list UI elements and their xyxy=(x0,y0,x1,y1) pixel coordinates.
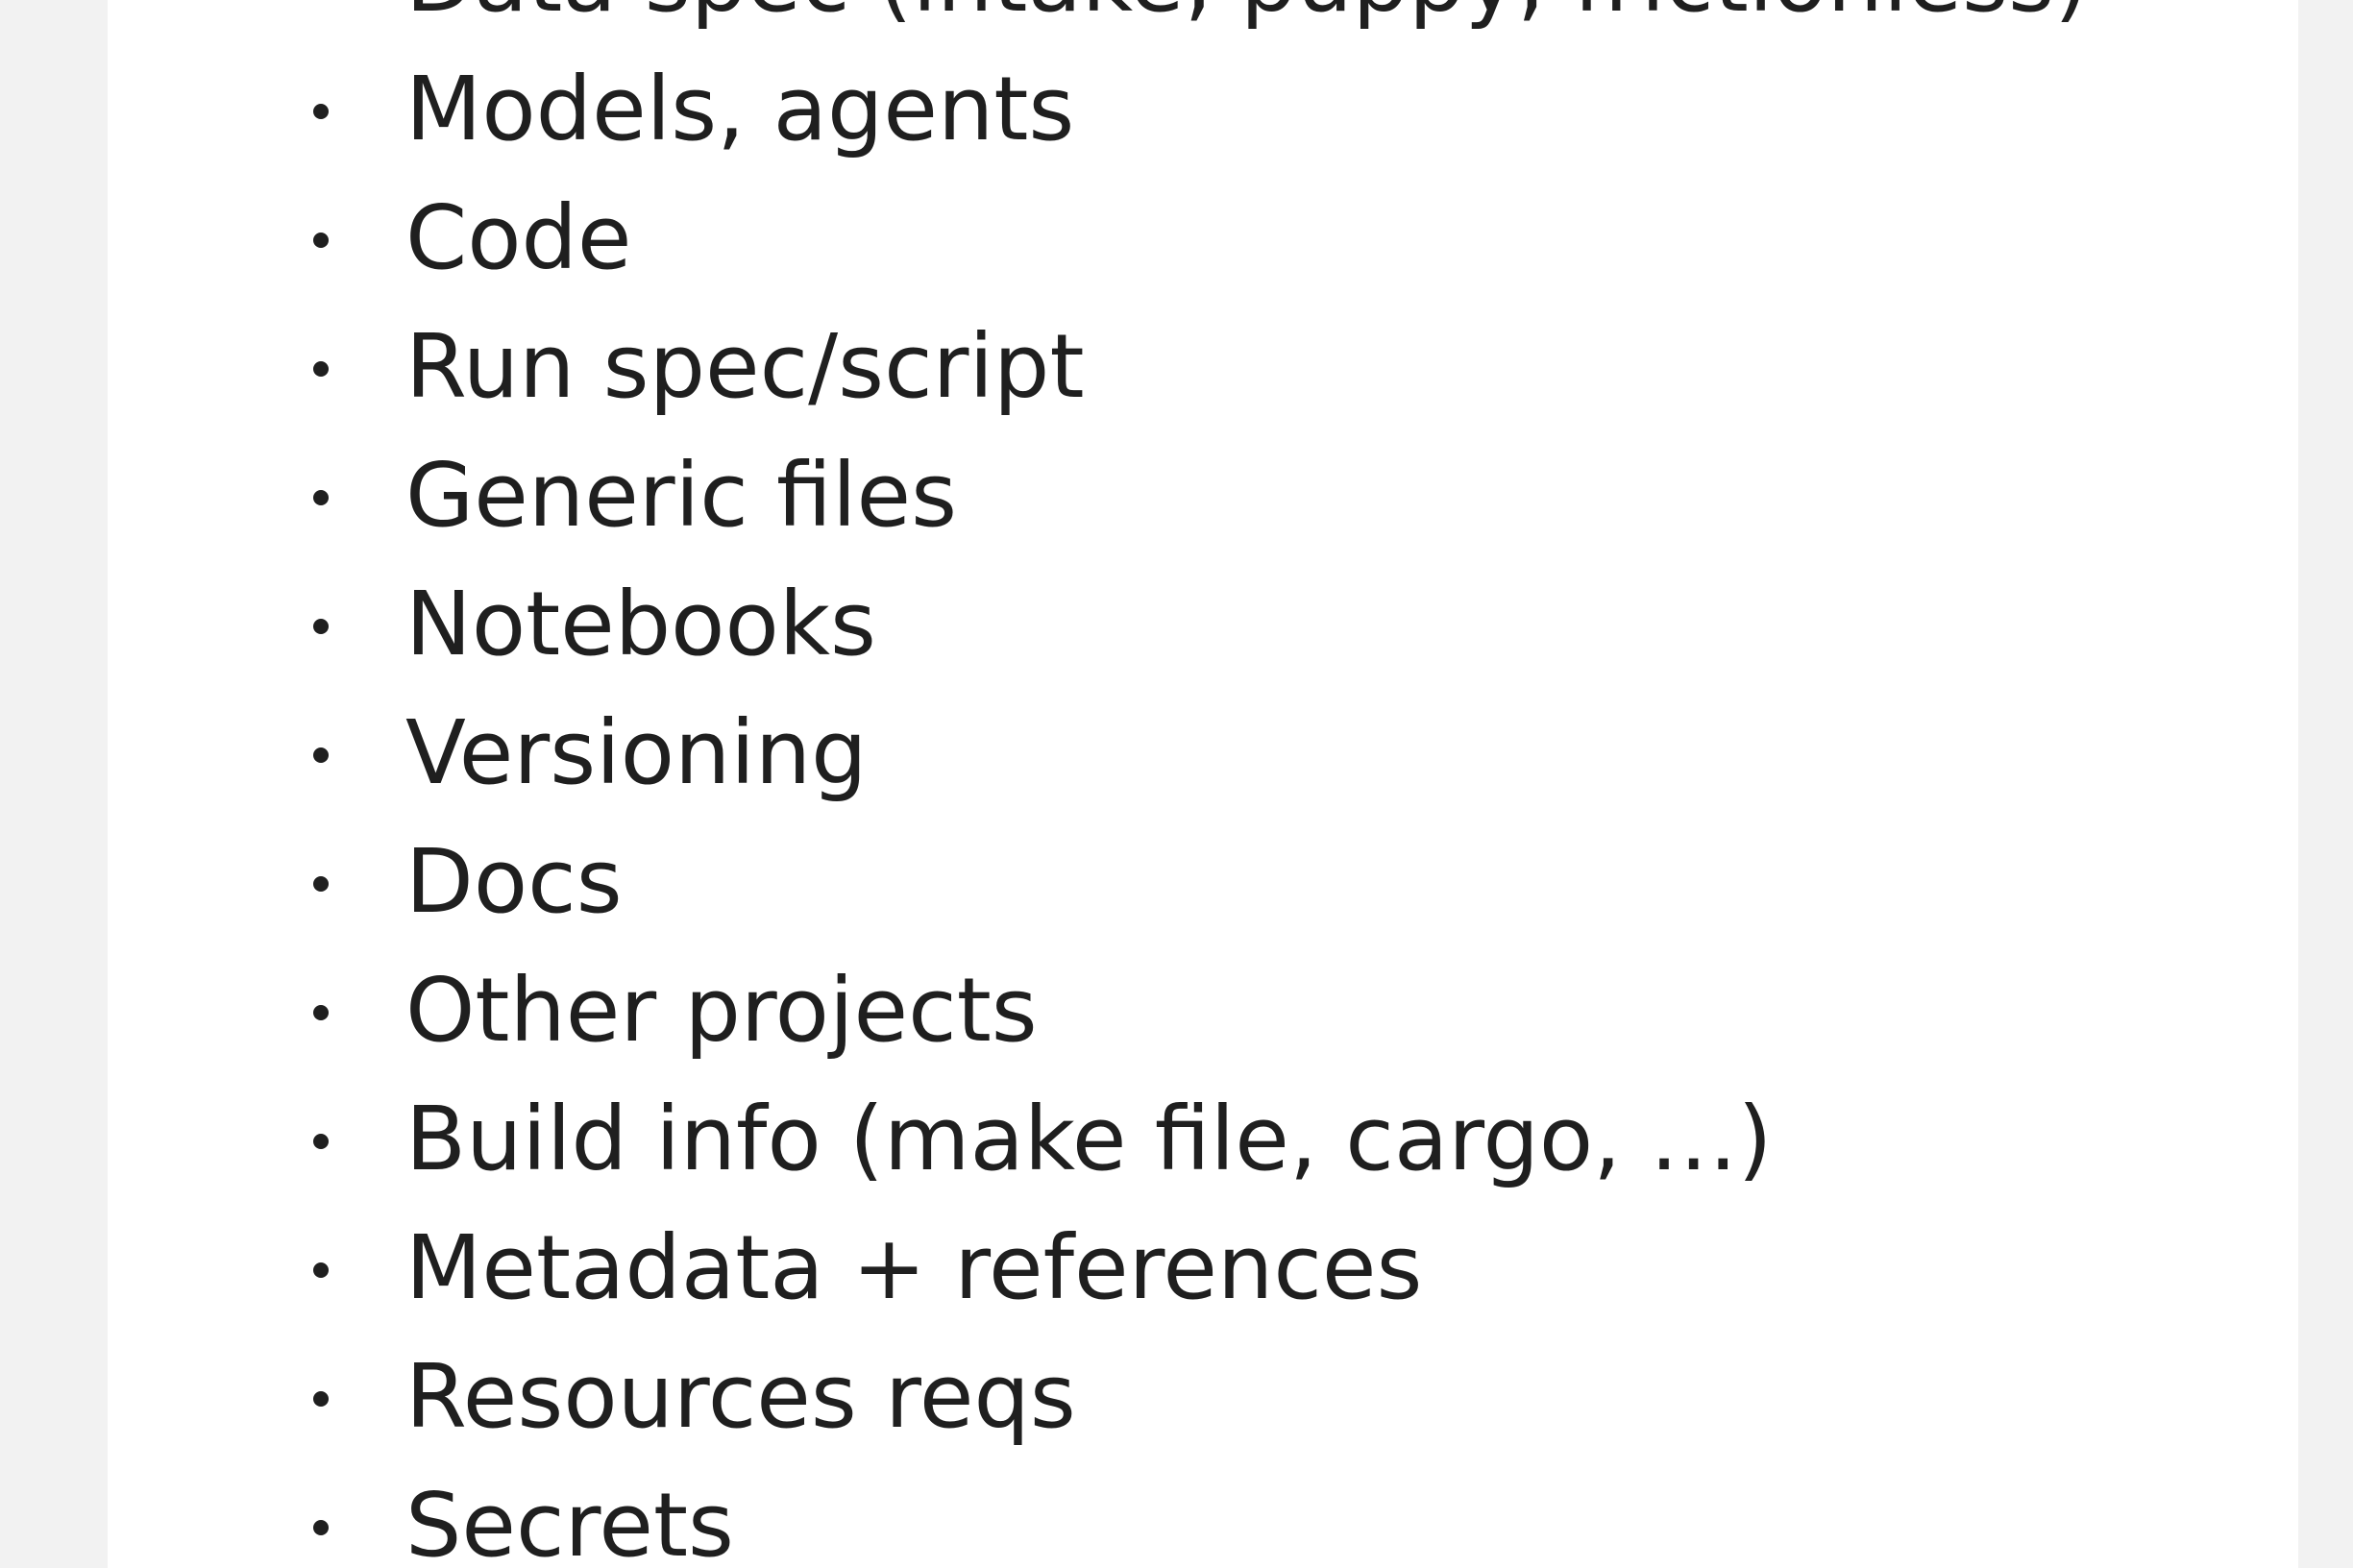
list-item-text: Secrets xyxy=(405,1474,734,1568)
bullet-icon xyxy=(313,1262,329,1278)
list-item-text: Other projects xyxy=(405,959,1038,1062)
bullet-icon xyxy=(313,361,329,377)
bullet-icon xyxy=(313,747,329,763)
list-item-text: Metadata + references xyxy=(405,1216,1423,1319)
list-item-text: Data spec (intake, puppy, frictionless) xyxy=(405,0,2089,45)
bullet-icon xyxy=(313,1391,329,1407)
list-item-text: Models, agents xyxy=(405,58,1075,160)
bullet-icon xyxy=(313,619,329,634)
list-item-text: Resources reqs xyxy=(405,1345,1076,1448)
list-item-text: Notebooks xyxy=(405,573,876,675)
list-item-text: Run spec/script xyxy=(405,315,1085,418)
list-item-text: Build info (make file, cargo, …) xyxy=(405,1088,1773,1190)
bullet-icon xyxy=(313,1005,329,1020)
list-item-text: Generic files xyxy=(405,444,958,547)
bullet-icon xyxy=(313,104,329,119)
bullet-icon xyxy=(313,490,329,505)
bullet-icon xyxy=(313,876,329,892)
document-page: Data spec (intake, puppy, frictionless) … xyxy=(108,0,2298,1568)
bullet-icon xyxy=(313,233,329,248)
bullet-icon xyxy=(313,1520,329,1535)
list-item-text: Versioning xyxy=(405,701,868,804)
list-item-text: Docs xyxy=(405,830,623,933)
list-item-text: Code xyxy=(405,186,632,289)
bullet-icon xyxy=(313,1134,329,1149)
